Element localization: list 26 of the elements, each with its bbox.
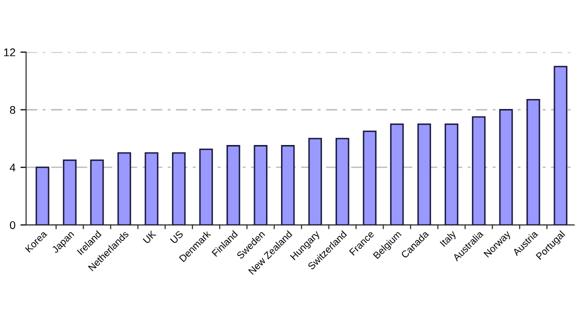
bar <box>36 166 50 225</box>
bar <box>254 145 268 225</box>
bar <box>308 138 322 225</box>
bar <box>390 123 404 225</box>
bar <box>417 123 432 225</box>
x-tick-label: UK <box>142 230 157 244</box>
bar <box>226 145 240 225</box>
bar <box>281 145 295 225</box>
y-tick-label: 4 <box>10 164 16 172</box>
y-tick-label: 12 <box>4 48 16 56</box>
bar <box>199 148 213 225</box>
bar <box>362 130 377 225</box>
bar <box>117 152 132 225</box>
bar <box>62 159 77 225</box>
bar <box>526 98 540 225</box>
bar <box>144 152 158 225</box>
bar <box>336 138 350 225</box>
bar <box>172 152 186 225</box>
bar <box>554 66 568 225</box>
x-tick-label: Italy <box>440 230 458 248</box>
bar <box>444 123 458 225</box>
bar <box>472 116 486 225</box>
bar <box>499 109 513 225</box>
bar <box>90 159 104 225</box>
y-tick-label: 8 <box>10 106 16 114</box>
y-tick-label: 0 <box>10 221 16 230</box>
